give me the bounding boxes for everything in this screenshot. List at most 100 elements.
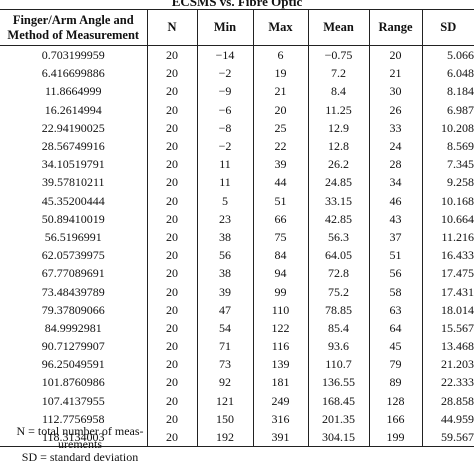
note-sd: SD = standard deviation (21, 450, 139, 464)
cell-angle: 107.4137955 (41, 393, 105, 408)
cell-sd: 22.333 (421, 373, 474, 392)
cell-max: 25 (252, 118, 308, 137)
cell-mean: 33.15 (307, 191, 369, 210)
cell-min: 11 (196, 173, 253, 192)
cell-angle: 112.7756958 (41, 411, 105, 426)
cell-range: 28 (368, 155, 422, 174)
cell-max: 110 (252, 300, 308, 319)
cell-max: 316 (252, 409, 308, 428)
cell-min: 11 (196, 155, 253, 174)
cell-min: 54 (196, 318, 253, 337)
table-row: 62.05739975 20 56 84 64.05 51 16.433 (0, 246, 474, 265)
cell-angle: 16.2614994 (44, 102, 102, 117)
cell-n: 20 (146, 191, 197, 210)
cell-range: 51 (368, 246, 422, 265)
cell-range: 45 (368, 337, 422, 356)
header-max: Max (252, 9, 308, 46)
cell-n: 20 (146, 355, 197, 374)
cell-range: 20 (368, 45, 422, 65)
cell-min: −14 (196, 45, 253, 65)
cell-angle: 11.8664999 (44, 84, 102, 99)
cell-angle: 39.57810211 (41, 175, 105, 190)
cell-mean: 168.45 (307, 391, 369, 410)
cell-angle: 45.35200444 (41, 193, 105, 208)
cell-angle: 96.25049591 (41, 357, 105, 372)
cell-n: 20 (146, 373, 197, 392)
cell-angle: 22.94190025 (41, 120, 105, 135)
cell-angle: 84.9992981 (44, 320, 102, 335)
cell-max: 122 (252, 318, 308, 337)
cell-angle: 0.703199959 (41, 48, 105, 63)
cell-max: 19 (252, 64, 308, 83)
cell-min: −8 (196, 118, 253, 137)
cell-min: −9 (196, 82, 253, 101)
cell-mean: 201.35 (307, 409, 369, 428)
cell-angle: 90.71279907 (41, 339, 105, 354)
note-n-line2: urements (58, 437, 102, 451)
cell-range: 37 (368, 227, 422, 247)
cell-sd: 17.475 (421, 264, 474, 283)
table-title: ECSMS vs. Fibre Optic (171, 0, 303, 9)
cell-angle: 62.05739975 (41, 248, 105, 263)
cell-range: 64 (368, 318, 422, 337)
cell-max: 94 (252, 264, 308, 283)
cell-range: 24 (368, 136, 422, 156)
cell-range: 43 (368, 209, 422, 228)
cell-n: 20 (146, 264, 197, 283)
cell-range: 58 (368, 282, 422, 301)
cell-mean: 7.2 (307, 64, 369, 83)
cell-min: 47 (196, 300, 253, 319)
cell-sd: 8.569 (421, 136, 474, 156)
cell-n: 20 (146, 337, 197, 356)
header-min: Min (196, 9, 253, 46)
cell-min: 92 (196, 373, 253, 392)
cell-n: 20 (146, 318, 197, 337)
cell-max: 20 (252, 100, 308, 119)
cell-mean: 11.25 (307, 100, 369, 119)
data-table: Finger/Arm Angle and Method of Measureme… (0, 9, 474, 448)
table-row: 16.2614994 20 −6 20 11.25 26 6.987 (0, 100, 474, 119)
cell-range: 63 (368, 300, 422, 319)
cell-sd: 44.959 (421, 409, 474, 428)
cell-min: 56 (196, 246, 253, 265)
cell-max: 99 (252, 282, 308, 301)
cell-sd: 7.345 (421, 155, 474, 174)
cell-angle: 34.10519791 (41, 157, 105, 172)
cell-mean: 26.2 (307, 155, 369, 174)
cell-max: 249 (252, 391, 308, 410)
table-row: 6.416699886 20 −2 19 7.2 21 6.048 (0, 64, 474, 83)
cell-min: 5 (196, 191, 253, 210)
table-row: 112.7756958 20 150 316 201.35 166 44.959 (0, 409, 474, 428)
cell-n: 20 (146, 173, 197, 192)
table-row: 79.37809066 20 47 110 78.85 63 18.014 (0, 300, 474, 319)
header-n: N (146, 9, 197, 46)
table-row: 45.35200444 20 5 51 33.15 46 10.168 (0, 191, 474, 210)
cell-max: 21 (252, 82, 308, 101)
table-row: 39.57810211 20 11 44 24.85 34 9.258 (0, 173, 474, 192)
cell-mean: 12.9 (307, 118, 369, 137)
table-row: 28.56749916 20 −2 22 12.8 24 8.569 (0, 136, 474, 156)
cell-angle: 56.5196991 (44, 229, 102, 244)
cell-n: 20 (146, 45, 197, 65)
cell-sd: 9.258 (421, 173, 474, 192)
cell-angle: 28.56749916 (41, 139, 105, 154)
cell-range: 46 (368, 191, 422, 210)
cell-range: 26 (368, 100, 422, 119)
cell-range: 79 (368, 355, 422, 374)
table-notes: N = total number of meas- urements SD = … (0, 425, 160, 464)
cell-sd: 21.203 (421, 355, 474, 374)
cell-range: 166 (368, 409, 422, 428)
cell-max: 6 (252, 45, 308, 65)
cell-max: 66 (252, 209, 308, 228)
header-row: Finger/Arm Angle and Method of Measureme… (0, 9, 474, 46)
cell-mean: 8.4 (307, 82, 369, 101)
header-angle-line2: Method of Measurement (7, 27, 140, 42)
cell-range: 199 (368, 427, 422, 448)
header-mean: Mean (307, 9, 369, 46)
table-body: 0.703199959 20 −14 6 −0.75 20 5.066 6.416699886… (0, 45, 474, 448)
cell-mean: 75.2 (307, 282, 369, 301)
cell-mean: 78.85 (307, 300, 369, 319)
cell-mean: 72.8 (307, 264, 369, 283)
cell-range: 34 (368, 173, 422, 192)
cell-max: 181 (252, 373, 308, 392)
